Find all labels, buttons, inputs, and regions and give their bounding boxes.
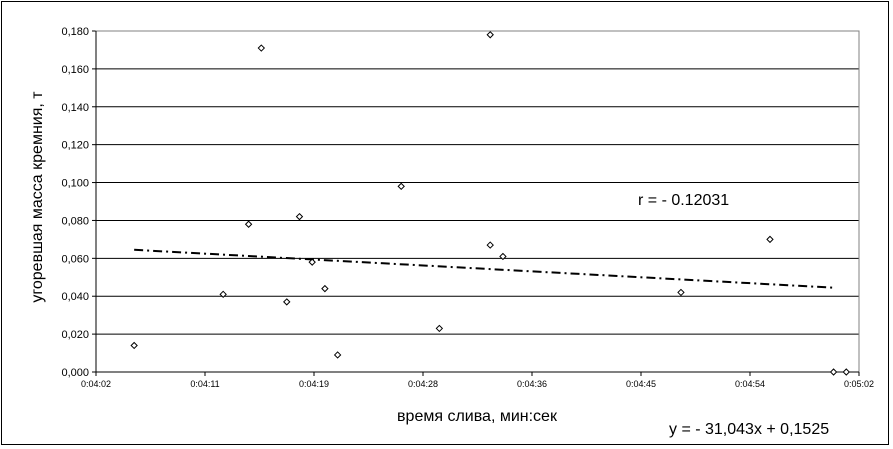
data-point [295, 212, 304, 221]
x-tick-label: 0:04:54 [735, 379, 765, 389]
x-axis-title: время слива, мин:сек [397, 408, 558, 425]
x-tick-label: 0:04:45 [626, 379, 656, 389]
data-point [486, 241, 494, 249]
trendline [134, 248, 834, 289]
y-tick-label: 0,120 [61, 140, 89, 152]
data-point [321, 284, 329, 293]
data-point [499, 252, 507, 261]
y-tick-label: 0,100 [61, 178, 89, 190]
trendline-equation: y = - 31,043x + 0,1525 [669, 421, 829, 438]
data-point [829, 368, 838, 376]
x-tick-labels: 0:04:02 0:04:11 0:04:19 0:04:28 0:04:36 0:04:… [81, 372, 874, 389]
data-point [219, 290, 227, 299]
y-tick-label: 0,000 [61, 367, 89, 379]
data-point [333, 351, 342, 359]
x-tick-label: 0:05:02 [844, 379, 874, 389]
data-point [435, 324, 444, 333]
plot-border [95, 30, 860, 373]
y-tick-label: 0,140 [61, 102, 89, 114]
y-tick-label: 0,180 [61, 26, 89, 38]
y-tick-labels: 0,000 0,020 0,040 0,060 0,080 0,100 0,120 0,140… [61, 26, 89, 379]
data-point [486, 31, 494, 39]
x-tick-label: 0:04:02 [81, 379, 111, 389]
data-point [677, 288, 685, 297]
y-tick-label: 0,060 [61, 253, 89, 265]
x-tick-label: 0:04:19 [299, 379, 329, 389]
data-point [244, 220, 253, 228]
scatter-chart: 0,000 0,020 0,040 0,060 0,080 0,100 0,120 0,140… [29, 26, 874, 438]
plot-area [95, 30, 860, 373]
data-point [842, 368, 850, 376]
x-tick-label: 0:04:11 [190, 379, 219, 389]
data-points [130, 31, 850, 376]
x-tick-label: 0:04:28 [408, 379, 438, 389]
y-tick-label: 0,160 [61, 64, 89, 76]
data-point [130, 341, 138, 350]
x-tick-label: 0:04:36 [517, 379, 547, 389]
correlation-annotation: r = - 0.12031 [638, 192, 729, 209]
data-point [257, 44, 266, 52]
data-point [283, 298, 291, 306]
y-tick-label: 0,080 [61, 215, 89, 227]
trendline-line [134, 248, 834, 289]
y-tick-label: 0,040 [61, 291, 89, 303]
data-point [397, 182, 405, 191]
data-point [308, 258, 316, 266]
y-tick-label: 0,020 [61, 329, 89, 341]
data-point [766, 235, 774, 244]
grid-lines [92, 30, 859, 373]
y-axis-title: угоревшая масса кремния, т [29, 91, 46, 303]
